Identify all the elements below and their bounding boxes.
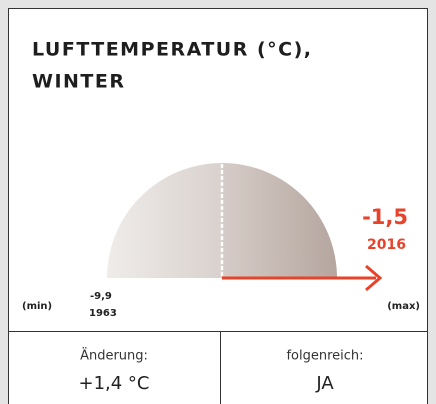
title-line: WINTER	[32, 71, 126, 93]
min-year: 1963	[89, 308, 117, 319]
gauge-right	[222, 163, 337, 278]
current-value: -1,5	[362, 205, 408, 229]
stat-label: folgenreich:	[286, 349, 363, 364]
arrow-head	[365, 264, 383, 292]
min-label: (min)	[22, 301, 52, 312]
gauge-left	[107, 163, 222, 278]
stat-value: JA	[315, 373, 334, 394]
title-line: LUFTTEMPERATUR (°C),	[32, 39, 313, 61]
current-year: 2016	[367, 237, 406, 253]
stat-value: +1,4 °C	[79, 373, 150, 394]
max-label: (max)	[387, 301, 420, 312]
stat-label: Änderung:	[80, 348, 148, 364]
min-value: -9,9	[90, 291, 112, 302]
